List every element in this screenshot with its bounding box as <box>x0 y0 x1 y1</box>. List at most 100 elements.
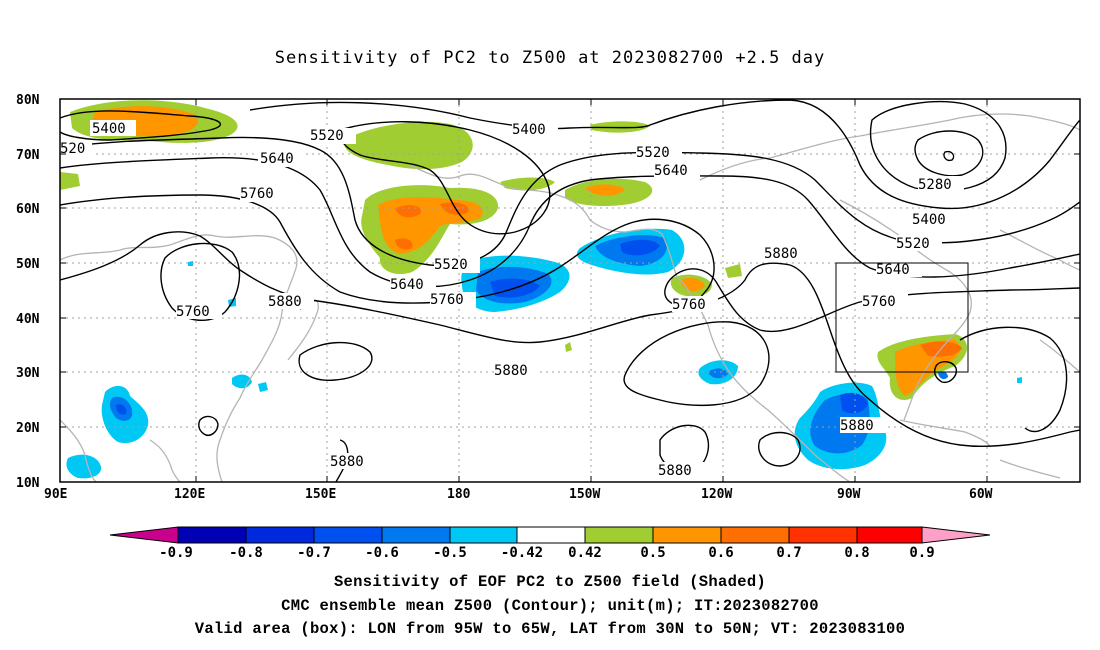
lon-label-120w: 120W <box>701 487 732 502</box>
lat-label-20n: 20N <box>16 421 40 436</box>
contour-label-5400-north: 5400 <box>512 122 546 138</box>
colorbar-swatch-lowest <box>109 526 179 544</box>
plot-title: Sensitivity of PC2 to Z500 at 2023082700… <box>274 48 826 68</box>
contour-5880-atlantic <box>959 326 1068 433</box>
caption-line-3: Valid area (box): LON from 95W to 65W, L… <box>194 620 906 638</box>
lat-label-40n: 40N <box>16 312 40 327</box>
shade-arctic-west <box>60 172 80 190</box>
shade-alaska-north <box>500 177 555 191</box>
caption-line-2: CMC ensemble mean Z500 (Contour); unit(m… <box>281 597 819 615</box>
colorbar <box>109 526 991 544</box>
contour-5520-inner <box>338 121 551 235</box>
contour-5400-north <box>249 99 1080 210</box>
shade-india-dark <box>116 404 127 415</box>
colorbar-swatch <box>177 526 247 544</box>
lat-label-70n: 70N <box>16 148 40 163</box>
graticule <box>60 99 1080 482</box>
colorbar-swatch <box>720 526 790 544</box>
contour-label-5880-pac: 5880 <box>494 363 528 379</box>
colorbar-label: 0.42 <box>568 545 602 561</box>
contour-label-5520-west: 5520 <box>310 128 344 144</box>
shade-dot-2 <box>188 261 193 266</box>
contour-label-5880-japan: 5880 <box>268 294 302 310</box>
contour-label-5760-china: 5760 <box>176 304 210 320</box>
shade-npac-east-dark <box>620 239 660 256</box>
contour-label-5520-bering: 5520 <box>434 257 468 273</box>
colorbar-label: -0.6 <box>365 545 399 561</box>
sensitivity-map: 5400 520 5520 5640 5760 5400 5520 5640 5… <box>16 93 1081 561</box>
colorbar-swatch-highest <box>921 526 991 544</box>
contour-label-5880-wus: 5880 <box>764 246 798 262</box>
contour-label-5880-epac: 5880 <box>658 463 692 479</box>
lat-label-10n: 10N <box>16 476 40 491</box>
contour-label-5760-bering: 5760 <box>430 292 464 308</box>
contour-label-5640-bering: 5640 <box>390 277 424 293</box>
contour-label-5880-caribbean: 5880 <box>840 418 874 434</box>
contour-label-5280: 5280 <box>918 177 952 193</box>
shade-caribbean-dark <box>840 392 868 414</box>
contour-label-5520-pac: 5520 <box>636 145 670 161</box>
shade-bay-bengal <box>66 454 102 479</box>
contour-label-5640-west: 5640 <box>260 151 294 167</box>
lat-label-60n: 60N <box>16 202 40 217</box>
contour-5880-blob-epac <box>623 321 770 407</box>
shade-scs <box>232 374 268 392</box>
contour-5880-main <box>60 231 1080 448</box>
shade-bering-dark <box>395 202 469 250</box>
contour-arctic-loop <box>869 101 1007 192</box>
colorbar-label: -0.5 <box>433 545 467 561</box>
colorbar-label: -0.7 <box>297 545 331 561</box>
contour-label-5640-east: 5640 <box>876 262 910 278</box>
contour-5640 <box>60 157 1080 288</box>
colorbar-label: 0.5 <box>640 545 665 561</box>
colorbar-swatch <box>381 526 451 544</box>
negative-sensitivity-shading <box>66 228 1022 479</box>
lat-label-30n: 30N <box>16 366 40 381</box>
contour-5880-blob-pac <box>298 341 373 381</box>
contour-label-520-edge: 520 <box>60 141 85 157</box>
contour-5280-low <box>914 130 984 177</box>
colorbar-label: -0.8 <box>229 545 263 561</box>
contour-5880-blob-sw <box>758 431 801 467</box>
colorbar-swatch <box>516 526 586 544</box>
contour-label-5520-east: 5520 <box>896 236 930 252</box>
lat-label-50n: 50N <box>16 257 40 272</box>
contour-5760-inner-a <box>160 242 241 321</box>
shade-atlantic-dot <box>1017 377 1022 383</box>
lon-label-90e: 90E <box>44 487 67 502</box>
lon-label-180: 180 <box>447 487 471 502</box>
lon-label-60w: 60W <box>969 487 993 502</box>
colorbar-label: -0.42 <box>501 545 543 561</box>
contour-5880-blob-taiwan <box>198 415 219 436</box>
colorbar-swatch <box>652 526 722 544</box>
colorbar-label: 0.6 <box>708 545 733 561</box>
colorbar-swatch <box>584 526 654 544</box>
contour-5760 <box>60 194 1080 333</box>
colorbar-swatch <box>788 526 858 544</box>
colorbar-label: 0.8 <box>844 545 869 561</box>
map-frame <box>59 98 1081 483</box>
lon-label-120e: 120E <box>174 487 205 502</box>
lon-label-150w: 150W <box>569 487 600 502</box>
contour-label-5400-east: 5400 <box>912 212 946 228</box>
lon-label-90w: 90W <box>837 487 861 502</box>
colorbar-swatch <box>449 526 518 544</box>
colorbar-swatch <box>313 526 383 544</box>
colorbar-label: 0.7 <box>776 545 801 561</box>
colorbar-label: 0.9 <box>909 545 934 561</box>
valid-area-box <box>835 262 969 373</box>
shade-bering-north <box>344 121 473 170</box>
shade-pacific-speck <box>565 342 572 352</box>
contour-label-5760-west: 5760 <box>240 186 274 202</box>
contour-label-5880-south: 5880 <box>330 454 364 470</box>
shade-gulf-alaska-orange <box>585 184 625 196</box>
colorbar-label: -0.9 <box>159 545 193 561</box>
contour-label-5760-wus: 5760 <box>672 297 706 313</box>
caption-line-1: Sensitivity of EOF PC2 to Z500 field (Sh… <box>333 573 767 591</box>
contour-label-5400-west: 5400 <box>92 121 126 137</box>
colorbar-swatch <box>856 526 923 544</box>
colorbar-swatch <box>245 526 315 544</box>
contour-5400-west <box>60 110 222 141</box>
lon-label-150e: 150E <box>305 487 336 502</box>
contour-label-5640-pac: 5640 <box>654 163 688 179</box>
